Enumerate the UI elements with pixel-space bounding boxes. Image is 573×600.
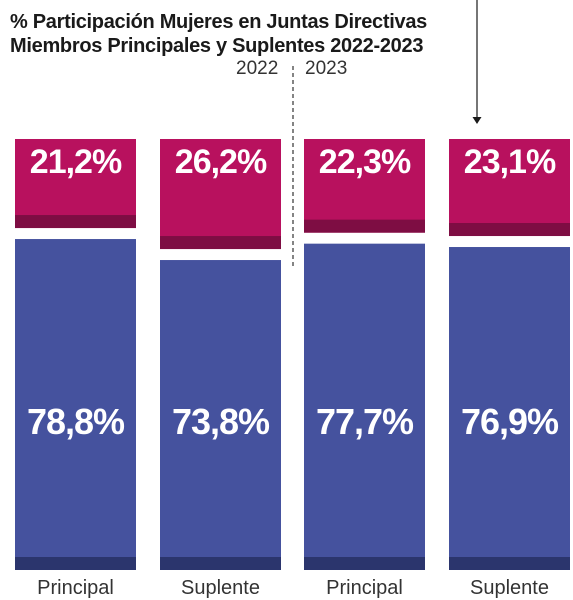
bar-men-3 [304, 243, 425, 570]
bar-women-1 [15, 139, 136, 229]
bar-women-shade-4 [449, 223, 570, 237]
bar-women-shade-3 [304, 219, 425, 233]
category-label-4: Suplente [470, 577, 549, 599]
year-label-2023: 2023 [305, 58, 348, 79]
bar-men-4 [449, 247, 570, 570]
year-label-2022: 2022 [236, 58, 279, 79]
category-label-2: Suplente [181, 577, 260, 599]
chart-title-line-1: % Participación Mujeres en Juntas Direct… [10, 11, 427, 33]
category-label-1: Principal [37, 577, 114, 599]
data-label-women-2: 26,2% [175, 143, 267, 181]
data-label-men-4: 76,9% [461, 401, 559, 442]
bar-men-1 [15, 239, 136, 571]
chart-title-line-2: Miembros Principales y Suplentes 2022-20… [10, 35, 424, 57]
chart-title: % Participación Mujeres en Juntas Direct… [10, 10, 427, 58]
bar-men-shade-1 [15, 557, 136, 570]
bar-men-shade-4 [449, 557, 570, 570]
bar-women-3 [304, 139, 425, 233]
bar-men-2 [160, 260, 281, 570]
data-label-men-2: 73,8% [172, 401, 270, 442]
bar-women-shade-1 [15, 215, 136, 229]
bar-women-4 [449, 139, 570, 237]
data-label-men-1: 78,8% [27, 401, 125, 442]
bar-men-shade-2 [160, 557, 281, 570]
data-label-women-3: 22,3% [319, 143, 411, 181]
data-label-men-3: 77,7% [316, 401, 414, 442]
data-label-women-4: 23,1% [464, 143, 556, 181]
pointer-arrow-head [472, 117, 482, 124]
data-label-women-1: 21,2% [30, 143, 122, 181]
bar-men-shade-3 [304, 557, 425, 570]
category-label-3: Principal [326, 577, 403, 599]
bar-women-shade-2 [160, 236, 281, 250]
bar-women-2 [160, 139, 281, 250]
